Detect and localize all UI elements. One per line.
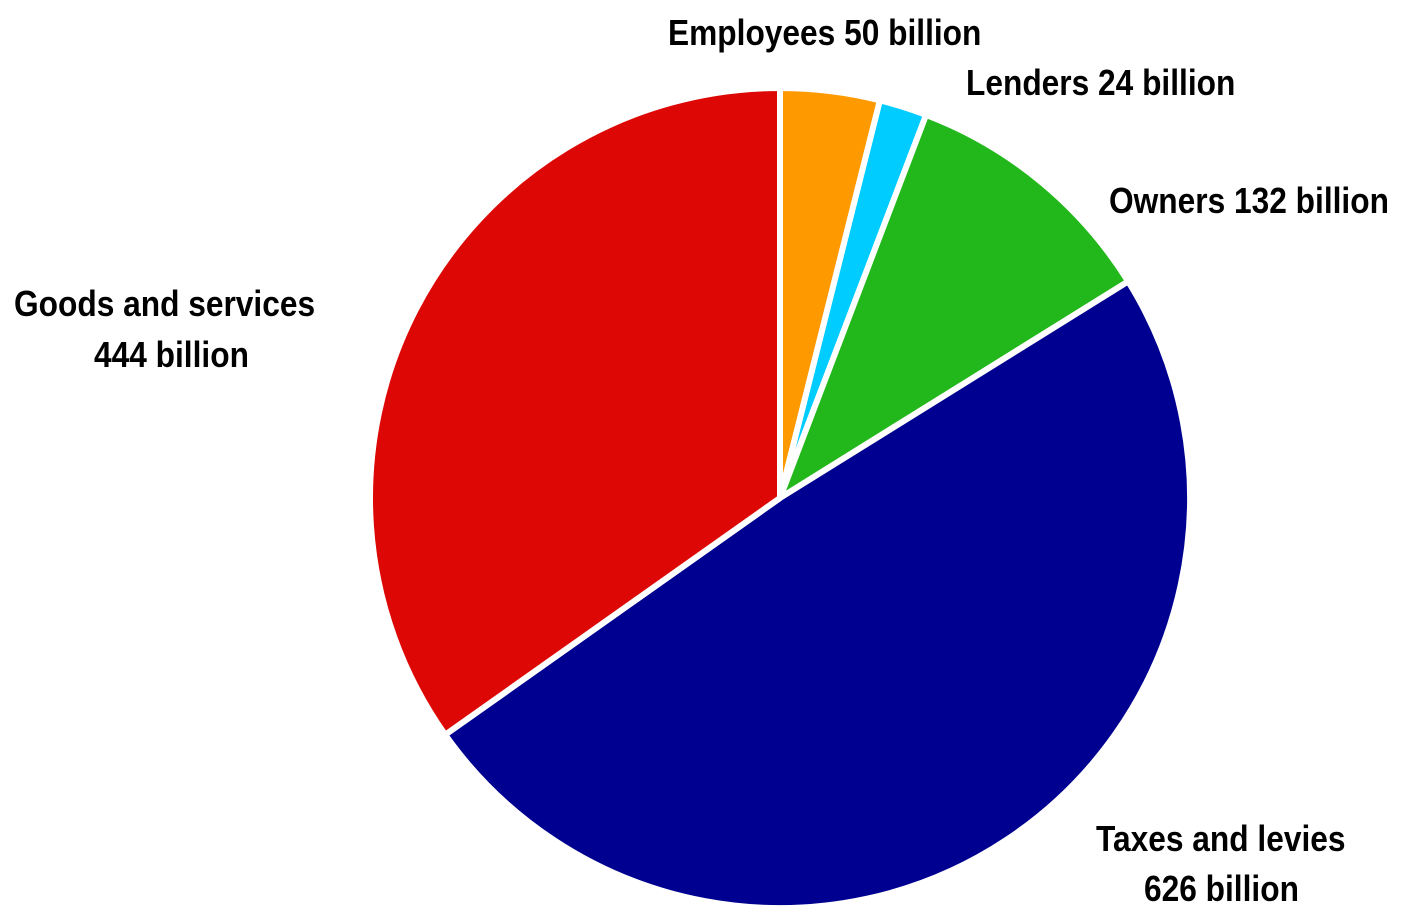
slice-label-employees: Employees 50 billion [668, 12, 982, 53]
pie-slices [367, 85, 1193, 909]
pie-slice-goods-and-services [367, 85, 783, 738]
slice-label-lenders: Lenders 24 billion [966, 62, 1236, 103]
slice-label-taxes-value: 626 billion [1144, 868, 1299, 909]
slice-label-taxes-name: Taxes and levies [1096, 818, 1346, 859]
slice-label-goods-name: Goods and services [14, 283, 316, 324]
slice-label-goods-value: 444 billion [94, 334, 249, 375]
pie-slice-owners [777, 111, 1132, 501]
slice-label-owners: Owners 132 billion [1109, 180, 1389, 221]
pie-slice-taxes-and-levies [442, 278, 1193, 909]
